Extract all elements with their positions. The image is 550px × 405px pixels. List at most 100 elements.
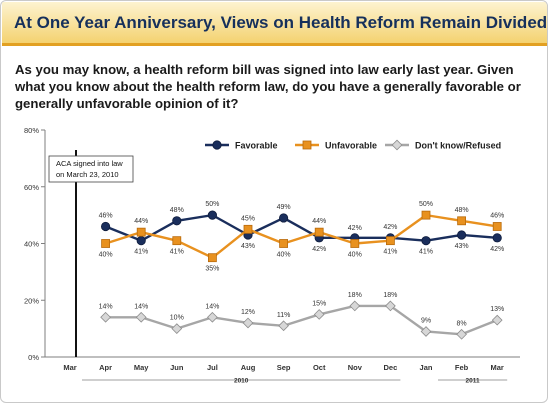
y-tick-label: 20% [24,296,39,305]
data-point-dontknow [278,320,289,332]
data-point-unfavorable [350,239,360,248]
data-label-favorable: 49% [277,204,291,211]
annotation-box [48,155,134,183]
data-point-favorable [101,221,111,232]
data-label-dontknow: 15% [312,300,326,307]
legend-marker-favorable [212,140,222,150]
data-point-dontknow [491,314,503,326]
data-label-unfavorable: 40% [99,252,113,259]
x-tick-label: Jun [170,363,184,372]
data-label-dontknow: 14% [99,303,113,310]
x-tick-label: Mar [63,363,76,372]
data-label-favorable: 41% [419,249,433,256]
data-point-unfavorable [492,222,502,231]
data-label-favorable: 43% [455,243,469,250]
data-point-unfavorable [136,227,146,237]
data-point-dontknow [349,300,361,312]
x-tick-label: Apr [99,363,112,372]
x-tick-label: Jul [207,363,218,372]
data-point-dontknow [207,311,218,323]
data-point-dontknow [456,328,467,340]
data-label-dontknow: 9% [421,317,431,324]
chart-annotation: ACA signed into law on March 23, 2010 [48,150,134,357]
data-point-dontknow [313,309,325,320]
data-point-favorable [136,236,146,246]
series-line-dontknow [105,304,498,336]
data-point-unfavorable [207,253,217,263]
data-point-favorable [172,216,182,226]
x-tick-label: Nov [348,363,363,372]
y-tick-label: 0% [28,353,39,362]
year-group-label: 2011 [466,378,480,385]
data-label-favorable: 42% [312,246,326,253]
x-tick-label: Sep [277,363,291,372]
data-label-dontknow: 14% [205,303,219,310]
data-point-favorable [456,230,467,240]
data-label-favorable: 46% [99,212,113,219]
x-tick-label: Jan [420,363,433,372]
data-label-favorable: 42% [383,224,397,231]
data-point-unfavorable [101,239,110,248]
data-point-favorable [278,213,289,223]
data-point-unfavorable [279,239,289,248]
chart-series [100,210,503,340]
chart-legend: Favorable Unfavorable Don't know/Refused [205,139,501,151]
year-group-label: 2010 [234,378,249,385]
data-point-dontknow [385,300,396,312]
data-point-favorable [207,210,217,220]
data-label-favorable: 43% [241,243,255,250]
x-tick-label: Aug [241,363,256,372]
data-label-unfavorable: 50% [419,201,433,208]
y-tick-label: 80% [24,126,39,135]
data-label-favorable: 42% [348,225,362,232]
data-point-dontknow [100,311,111,323]
data-label-dontknow: 18% [348,292,362,299]
legend-marker-dontknow [391,139,403,151]
legend-label-dontknow: Don't know/Refused [415,141,501,151]
data-label-dontknow: 13% [490,306,504,313]
data-point-unfavorable [457,216,467,226]
x-tick-label: Feb [455,363,469,372]
data-point-unfavorable [314,227,324,237]
data-label-unfavorable: 44% [134,218,148,225]
title-bar: At One Year Anniversary, Views on Health… [2,2,548,46]
data-point-dontknow [171,323,183,334]
legend-label-unfavorable: Unfavorable [325,141,377,151]
series-line-favorable [105,213,498,242]
data-point-dontknow [242,317,254,329]
data-label-unfavorable: 41% [383,249,397,256]
data-label-unfavorable: 41% [170,249,184,256]
x-tick-label: Dec [384,363,398,372]
legend-label-favorable: Favorable [235,141,278,151]
y-tick-label: 60% [24,183,39,192]
legend-marker-unfavorable [302,140,312,150]
data-point-unfavorable [243,224,253,234]
data-point-dontknow [135,311,147,323]
data-label-favorable: 41% [134,249,148,256]
data-label-favorable: 50% [205,201,219,208]
data-label-unfavorable: 45% [241,215,255,222]
series-line-unfavorable [105,213,498,259]
data-point-unfavorable [421,210,431,220]
y-tick-label: 40% [24,240,39,249]
data-point-unfavorable [172,236,182,246]
data-point-unfavorable [385,236,395,246]
chart-data-labels: 46% 41% 48% 50% 43% 49% 42% 42% 42% 41% 43% 42% 40% 4… [99,201,505,327]
data-label-unfavorable: 40% [348,252,362,259]
data-label-unfavorable: 44% [312,218,326,225]
data-label-favorable: 42% [490,246,504,253]
chart-axes: 0% 20% 40% 60% 80% Mar Apr May Jun Jul Aug Sep Oct No… [24,126,520,385]
data-label-dontknow: 8% [457,320,467,327]
data-label-unfavorable: 48% [455,207,469,214]
data-label-favorable: 48% [170,207,184,214]
data-label-unfavorable: 35% [205,266,219,273]
annotation-text: ACA signed into law [56,159,123,168]
data-label-unfavorable: 46% [490,212,504,219]
data-point-favorable [421,236,431,246]
page-title: At One Year Anniversary, Views on Health… [14,13,548,32]
data-label-unfavorable: 40% [277,252,291,259]
survey-question: As you may know, a health reform bill wa… [15,62,521,111]
x-tick-label: May [134,363,149,372]
